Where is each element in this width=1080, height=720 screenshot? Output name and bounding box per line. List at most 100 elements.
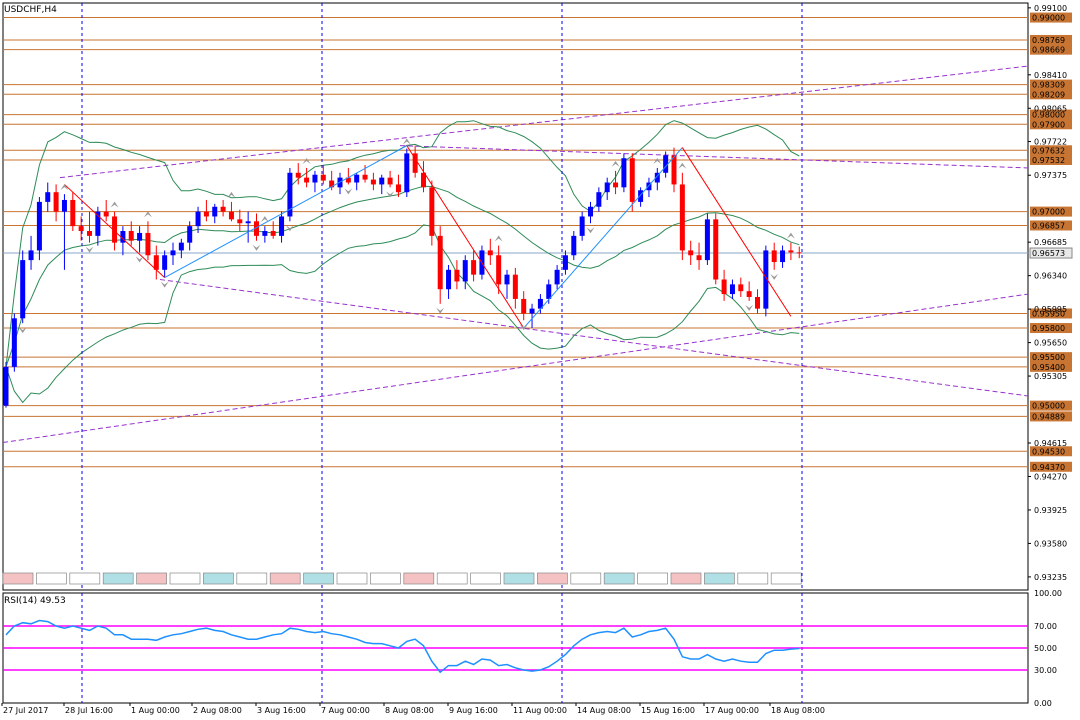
session-box	[637, 572, 668, 585]
level-label: 0.98309	[1032, 81, 1065, 90]
level-box	[1030, 12, 1072, 23]
level-box	[1030, 119, 1072, 130]
session-box	[336, 572, 368, 585]
candle-body	[471, 260, 477, 275]
fractal-up-marker	[494, 235, 503, 242]
level-box	[1030, 446, 1072, 457]
time-tick-label: 2 Aug 08:00	[193, 706, 242, 715]
fractal-down-marker	[745, 304, 754, 311]
candle-body	[379, 177, 385, 185]
trend-line	[59, 65, 1029, 179]
level-box	[1030, 154, 1072, 165]
level-box	[1030, 411, 1072, 422]
candle-body	[487, 250, 493, 256]
candle-body	[462, 260, 468, 282]
time-tick-label: 11 Aug 00:00	[513, 706, 567, 715]
candle-body	[529, 308, 535, 314]
candle-body	[512, 274, 518, 299]
candle-body	[345, 177, 351, 183]
level-box	[1030, 34, 1072, 45]
level-label: 0.95950	[1032, 309, 1065, 318]
candle-body	[103, 211, 109, 217]
price-tick-label: 0.93925	[1034, 506, 1067, 515]
zigzag-segment	[681, 147, 792, 317]
candle-body	[195, 211, 201, 227]
session-box	[737, 572, 769, 585]
rsi-tick-label: 30.00	[1034, 666, 1057, 675]
fractal-down-marker	[285, 225, 294, 232]
candle-body	[504, 274, 510, 285]
zigzag-segment	[406, 145, 525, 329]
trend-line	[159, 279, 1029, 397]
session-box	[470, 572, 501, 585]
main-chart-frame	[2, 2, 1029, 591]
candle-body	[671, 155, 677, 185]
price-tick-label: 0.98065	[1034, 104, 1067, 113]
candle-body	[203, 211, 209, 217]
candle-body	[137, 232, 143, 241]
candle-body	[429, 187, 435, 236]
session-box	[69, 572, 101, 585]
candle-body	[11, 318, 17, 367]
candle-body	[554, 269, 560, 285]
price-tick-label: 0.97375	[1034, 171, 1067, 180]
candle-body	[170, 250, 176, 256]
candle-body	[729, 284, 735, 295]
rsi-tick-label: 70.00	[1034, 622, 1057, 631]
level-box	[1030, 145, 1072, 156]
fractal-up-marker	[260, 216, 269, 223]
candle-body	[537, 298, 543, 309]
candle-body	[771, 250, 777, 263]
chart-title: USDCHF,H4	[4, 5, 57, 15]
rsi-line	[5, 619, 800, 674]
level-box	[1030, 352, 1072, 363]
session-box	[303, 572, 334, 585]
session-box	[537, 572, 568, 585]
level-box	[1030, 308, 1072, 319]
rsi-tick-label: 50.00	[1034, 644, 1057, 653]
session-box	[603, 572, 635, 585]
trend-line	[2, 293, 1029, 444]
candle-body	[696, 255, 702, 261]
fractal-down-marker	[770, 273, 779, 280]
candle-body	[395, 184, 401, 193]
level-box	[1030, 361, 1072, 372]
candle-body	[688, 250, 694, 256]
session-box	[670, 572, 702, 585]
time-tick-label: 28 Jul 16:00	[65, 706, 113, 715]
candle-body	[387, 177, 393, 185]
fractal-down-marker	[519, 324, 528, 331]
candle-body	[763, 250, 769, 309]
candle-body	[755, 296, 760, 309]
time-tick-label: 7 Aug 00:00	[321, 706, 370, 715]
fractal-down-marker	[344, 188, 353, 195]
time-tick-label: 8 Aug 08:00	[385, 706, 434, 715]
level-box	[1030, 89, 1072, 100]
price-tick-label: 0.96685	[1034, 238, 1067, 247]
level-box	[1030, 461, 1072, 472]
candle-body	[304, 177, 310, 183]
candle-body	[370, 179, 376, 185]
candle-body	[270, 231, 276, 236]
candle-body	[153, 255, 159, 270]
candle-body	[588, 206, 593, 217]
candle-body	[546, 284, 552, 299]
time-tick-label: 9 Aug 16:00	[449, 706, 498, 715]
candle-body	[596, 192, 602, 207]
candle-body	[87, 231, 92, 236]
level-label: 0.97532	[1032, 156, 1065, 165]
candle-body	[78, 226, 84, 232]
session-box	[704, 572, 735, 585]
level-label: 0.98669	[1032, 46, 1065, 55]
time-tick-label: 18 Aug 08:00	[771, 706, 825, 715]
fractal-up-marker	[143, 211, 152, 218]
candle-body	[329, 180, 335, 188]
candle-body	[621, 158, 627, 188]
session-box	[2, 572, 34, 585]
level-label: 0.94889	[1032, 412, 1065, 421]
candle-body	[3, 366, 9, 406]
level-label: 0.99000	[1032, 14, 1065, 23]
candle-body	[679, 184, 685, 251]
